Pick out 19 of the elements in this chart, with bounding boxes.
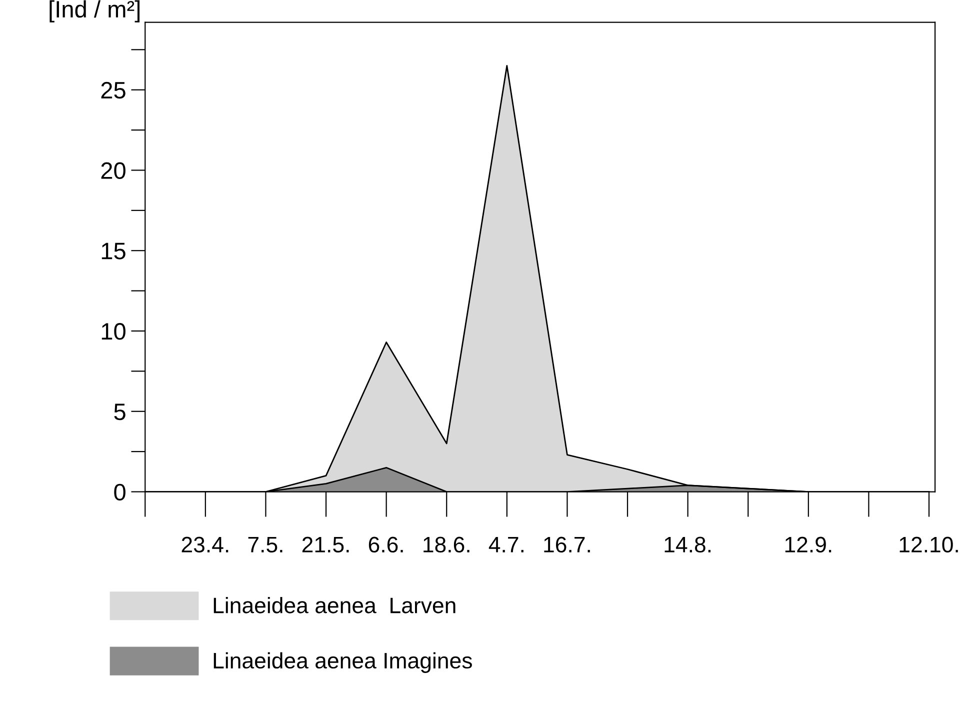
legend-label: Linaeidea aenea Larven <box>214 597 456 614</box>
y-tick-label: 25 <box>101 82 126 99</box>
y-tick-label: 20 <box>101 162 126 180</box>
x-tick-label: 4.7. <box>488 537 524 552</box>
x-tick-label: 21.5. <box>302 536 349 553</box>
x-tick-label: 6.6. <box>368 536 403 553</box>
y-axis-title: [Ind / m²] <box>50 0 140 22</box>
y-tick-label: 0 <box>114 484 126 501</box>
x-tick-label: 7.5. <box>248 537 282 553</box>
x-tick-label: 12.10. <box>900 536 958 553</box>
y-tick-label: 5 <box>114 404 126 420</box>
x-tick-label: 12.9. <box>785 536 832 553</box>
legend-label: Linaeidea aenea Imagines <box>214 652 472 673</box>
x-tick-label: 18.6. <box>424 536 470 553</box>
x-tick-label: 16.7. <box>544 536 590 553</box>
x-tick-label: 14.8. <box>664 536 710 553</box>
y-tick-label: 15 <box>102 242 126 260</box>
x-tick-label: 23.4. <box>182 536 228 553</box>
y-tick-label: 10 <box>102 323 126 340</box>
